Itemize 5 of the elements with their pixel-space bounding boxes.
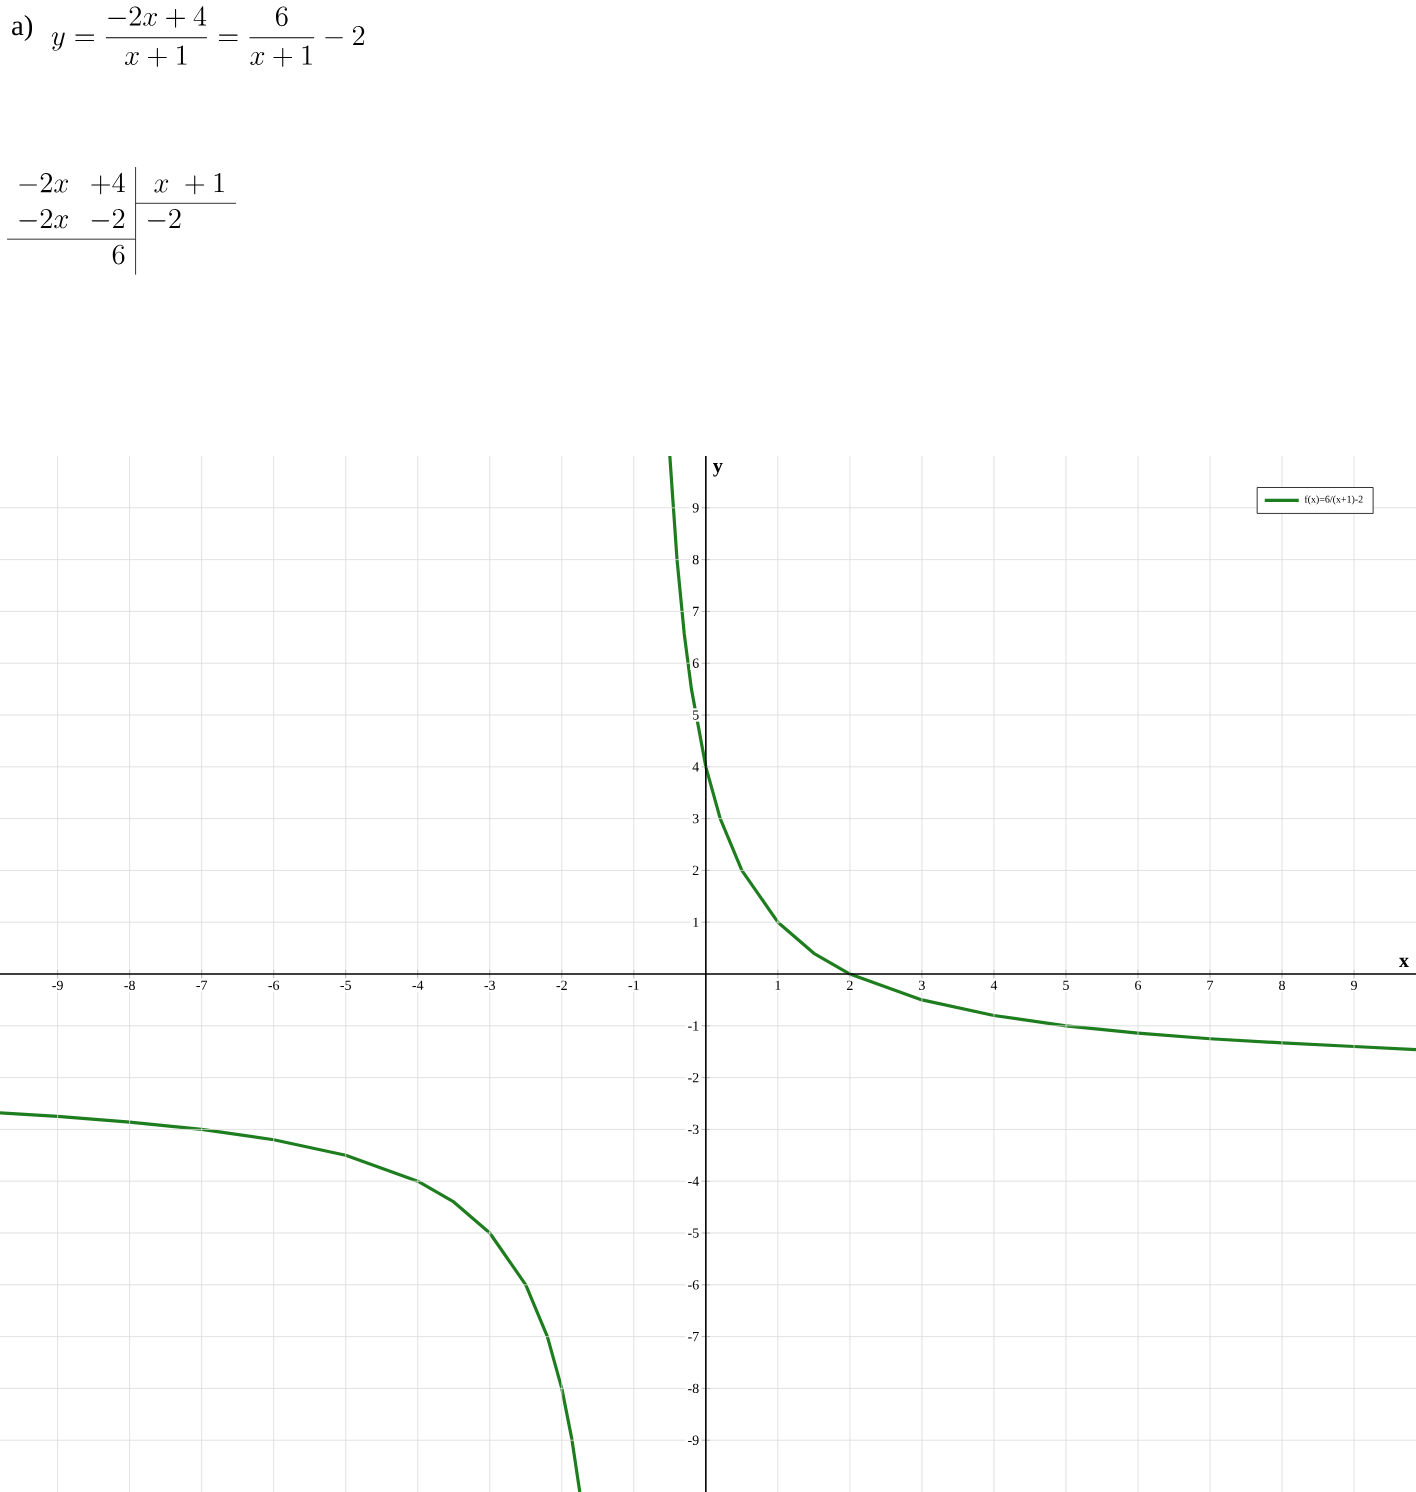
- text: $y=\frac{-2x+4}{x+1}=\frac{6}{x+1}-2$: [51, 6, 365, 67]
- y-axis-title: y: [713, 463, 723, 477]
- x-axis-title: x: [1399, 957, 1409, 967]
- text: a): [12, 15, 33, 42]
- text: $\begin{array}{rr|l} -2x & +4 & \;x\;+1 \\ \cline{3-3} -2x & -2 & -2 \\ \cline{1-2} & 6 & \end{array}$: [7, 167, 237, 275]
